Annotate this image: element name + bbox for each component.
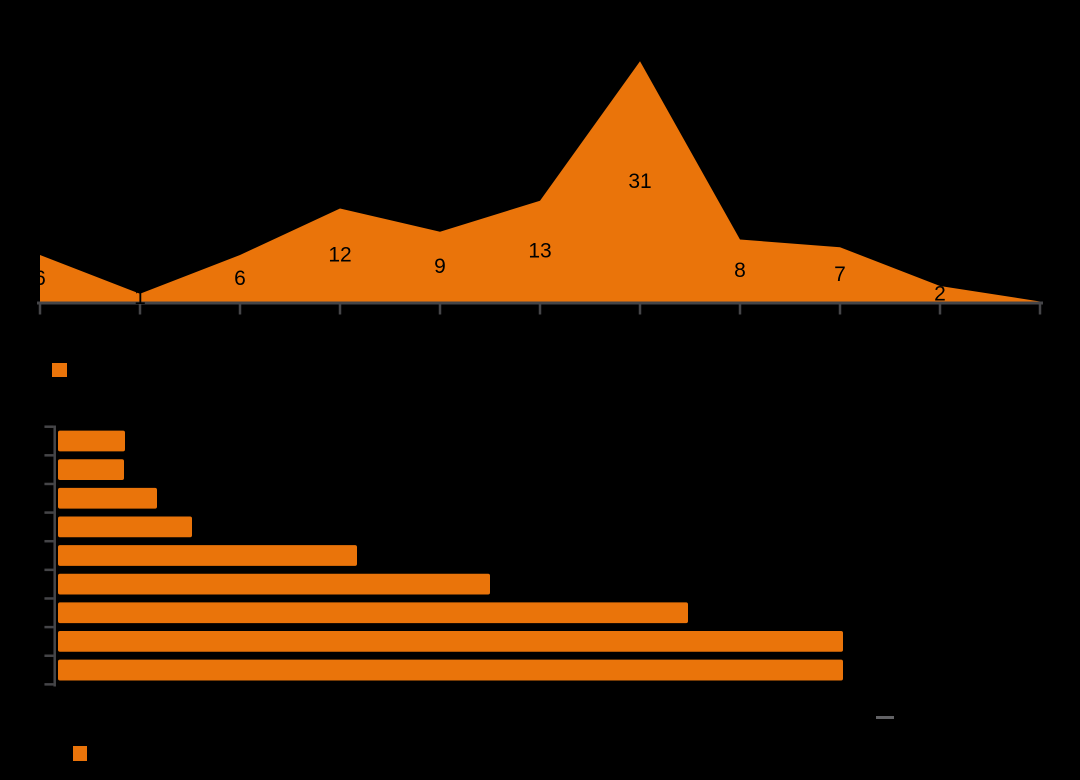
x-axis-tick xyxy=(438,304,442,315)
x-axis-tick xyxy=(538,304,542,315)
area-point-label: 1 xyxy=(134,286,146,309)
bar-rect xyxy=(58,602,688,624)
area-series-shape xyxy=(40,61,1040,302)
y-axis-tick xyxy=(44,654,54,657)
area-point-label: 6 xyxy=(34,267,46,290)
bar-rect xyxy=(58,430,125,452)
y-axis-tick xyxy=(44,597,54,600)
x-axis-tick xyxy=(338,304,342,315)
x-axis-tick xyxy=(838,304,842,315)
x-axis-tick xyxy=(238,304,242,315)
bar-y-axis xyxy=(44,425,56,687)
area-point-label: 8 xyxy=(734,259,746,282)
x-axis-tick xyxy=(738,304,742,315)
y-axis-tick xyxy=(44,511,54,514)
area-point-label: 31 xyxy=(628,170,651,193)
area-x-axis xyxy=(37,301,1043,315)
x-axis-tick xyxy=(638,304,642,315)
area-point-label: 9 xyxy=(434,255,446,278)
y-axis-tick xyxy=(44,625,54,629)
area-point-label: 6 xyxy=(234,267,246,290)
area-point-label: 12 xyxy=(328,244,351,267)
bar-rect xyxy=(58,545,357,566)
y-axis-tick xyxy=(44,425,54,428)
y-axis-line xyxy=(53,425,56,687)
y-axis-tick xyxy=(44,683,54,686)
y-axis-tick xyxy=(44,454,54,457)
x-axis-tick xyxy=(38,304,42,315)
area-point-label: 13 xyxy=(528,240,551,263)
area-data-labels: 6 1 6 12 9 13 31 8 7 2 xyxy=(34,170,946,309)
y-axis-tick xyxy=(44,568,54,572)
bar-rect xyxy=(58,631,843,652)
x-axis-tick xyxy=(938,304,942,315)
area-point-label: 2 xyxy=(934,282,946,305)
area-chart xyxy=(40,61,1040,302)
bar-chart xyxy=(58,430,843,681)
bar-rect xyxy=(58,459,124,481)
x-axis-tick xyxy=(1038,304,1042,315)
y-axis-tick xyxy=(44,482,54,486)
area-point-label: 7 xyxy=(834,263,846,286)
bar-rect xyxy=(58,573,490,595)
bar-rect xyxy=(58,516,192,538)
bar-rect xyxy=(58,659,843,681)
y-axis-tick xyxy=(44,539,54,543)
area-legend-swatch xyxy=(52,363,67,377)
x-axis-line xyxy=(37,301,1043,305)
axis-fragment-dash xyxy=(876,716,894,719)
bar-rect xyxy=(58,487,157,509)
x-axis-tick xyxy=(138,304,142,315)
bar-legend-swatch xyxy=(73,746,87,761)
